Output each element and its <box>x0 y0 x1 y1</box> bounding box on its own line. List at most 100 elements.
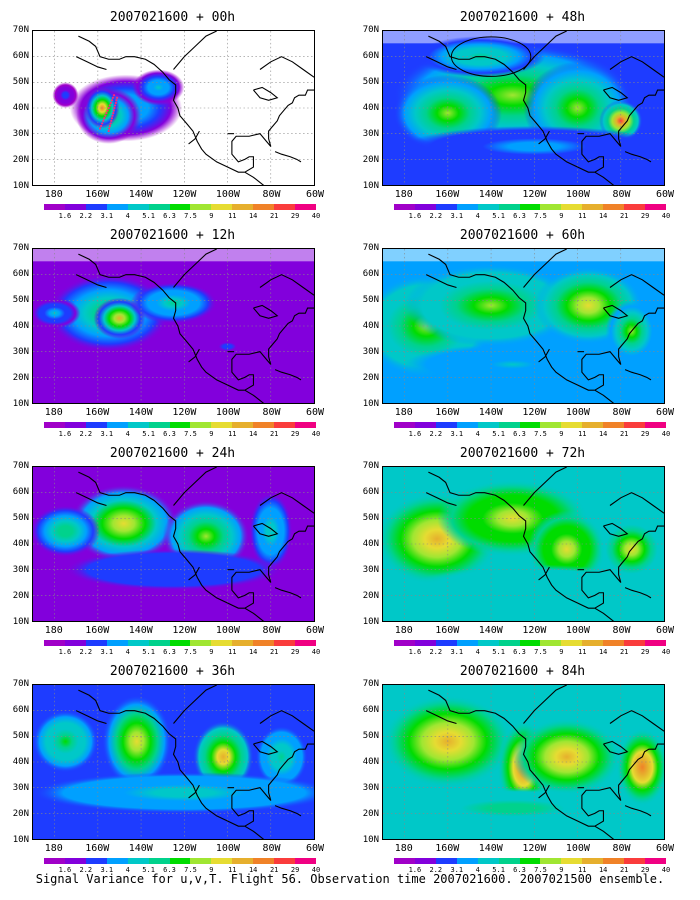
contour-region <box>130 282 217 324</box>
panel-title: 2007021600 + 24h <box>109 446 236 461</box>
colorbar-swatch <box>85 640 107 646</box>
lat-tick-label: 40N <box>12 103 29 113</box>
colorbar-swatch <box>232 858 254 864</box>
colorbar-swatch <box>561 422 583 428</box>
lat-tick-label: 70N <box>12 679 29 689</box>
colorbar-label: 2.2 <box>79 648 93 656</box>
lon-tick-label: 80W <box>612 625 631 636</box>
colorbar-label: 14 <box>248 648 258 656</box>
colorbar-label: 4 <box>125 430 130 438</box>
colorbar-swatch <box>44 858 65 864</box>
colorbar-label: 11 <box>578 648 587 656</box>
colorbar-swatch <box>44 640 65 646</box>
colorbar-label: 14 <box>248 866 258 874</box>
colorbar-swatch <box>44 422 65 428</box>
colorbar-swatch <box>44 204 65 210</box>
colorbar-label: 40 <box>661 430 671 438</box>
lat-tick-label: 10N <box>362 399 379 409</box>
colorbar-swatch <box>456 858 478 864</box>
colorbar-swatch <box>477 858 499 864</box>
lon-tick-label: 140W <box>478 189 503 200</box>
colorbar-label: 4 <box>125 648 130 656</box>
colorbar-swatch <box>148 858 170 864</box>
coastline <box>425 249 664 403</box>
colorbar-swatch <box>561 640 583 646</box>
colorbar-swatch <box>456 422 478 428</box>
colorbar-label: 1.6 <box>408 648 422 656</box>
lat-tick-label: 20N <box>362 591 379 601</box>
colorbar-swatch <box>519 422 541 428</box>
contour-region <box>33 772 314 814</box>
colorbar-label: 1.6 <box>58 866 72 874</box>
lat-tick-label: 50N <box>362 295 379 305</box>
colorbar-swatch <box>232 422 254 428</box>
contour-field <box>383 467 664 621</box>
colorbar-label: 7.5 <box>184 866 197 874</box>
colorbar-label: 11 <box>228 866 237 874</box>
colorbar-swatch <box>498 422 520 428</box>
colorbar-label: 2.2 <box>79 212 93 220</box>
lat-tick-label: 30N <box>362 129 379 139</box>
colorbar-swatch <box>274 204 296 210</box>
colorbar-swatch <box>169 204 191 210</box>
colorbar-label: 14 <box>598 866 608 874</box>
colorbar-label: 40 <box>311 430 321 438</box>
colorbar-swatch <box>582 204 604 210</box>
contour-region <box>404 343 621 386</box>
colorbar-label: 4 <box>125 866 130 874</box>
lon-tick-label: 160W <box>85 625 110 636</box>
lon-tick-label: 160W <box>85 189 110 200</box>
colorbar-label: 2.2 <box>79 430 93 438</box>
colorbar <box>44 422 316 428</box>
lat-tick-label: 40N <box>362 539 379 549</box>
colorbar-label: 21 <box>269 866 279 874</box>
colorbar-swatch <box>106 858 128 864</box>
colorbar-label: 11 <box>228 430 237 438</box>
colorbar-label: 2.2 <box>79 866 93 874</box>
lat-tick-label: 40N <box>362 757 379 767</box>
lat-tick-label: 60N <box>362 51 379 61</box>
lat-tick-label: 10N <box>12 835 29 845</box>
lon-tick-label: 140W <box>478 625 503 636</box>
lon-tick-label: 80W <box>612 189 631 200</box>
colorbar-label: 6.3 <box>163 648 176 656</box>
colorbar-label: 3.1 <box>450 430 464 438</box>
lon-tick-label: 160W <box>85 843 110 854</box>
lon-tick-label: 80W <box>262 843 281 854</box>
colorbar-swatch <box>540 858 562 864</box>
lat-tick-label: 20N <box>362 373 379 383</box>
colorbar-swatch <box>64 204 86 210</box>
lon-tick-label: 120W <box>172 189 197 200</box>
colorbar-swatch <box>603 204 625 210</box>
colorbar-swatch <box>295 204 316 210</box>
colorbar-label: 5.1 <box>492 648 505 656</box>
colorbar-label: 3.1 <box>100 648 114 656</box>
panel-title: 2007021600 + 12h <box>109 228 236 243</box>
colorbar-swatch <box>148 204 170 210</box>
colorbar-swatch <box>295 858 316 864</box>
colorbar-label: 11 <box>578 866 587 874</box>
colorbar <box>394 422 666 428</box>
lon-tick-label: 60W <box>305 625 325 636</box>
lat-tick-label: 20N <box>362 155 379 165</box>
panel-title: 2007021600 + 72h <box>459 446 586 461</box>
lat-tick-label: 30N <box>12 565 29 575</box>
colorbar <box>44 204 316 210</box>
lat-tick-label: 30N <box>12 783 29 793</box>
colorbar-swatch <box>127 640 149 646</box>
colorbar-label: 40 <box>311 866 321 874</box>
colorbar-swatch <box>603 422 625 428</box>
colorbar-label: 5.1 <box>492 212 505 220</box>
colorbar-label: 40 <box>661 648 671 656</box>
colorbar-swatch <box>540 640 562 646</box>
lat-tick-label: 60N <box>362 487 379 497</box>
lon-tick-label: 160W <box>435 625 460 636</box>
panel-title: 2007021600 + 60h <box>459 228 586 243</box>
lon-tick-label: 120W <box>522 407 547 418</box>
colorbar-label: 11 <box>228 648 237 656</box>
contour-region <box>33 297 81 329</box>
lat-tick-label: 10N <box>362 181 379 191</box>
lon-tick-label: 180 <box>394 189 413 200</box>
colorbar-swatch <box>645 640 666 646</box>
colorbar-swatch <box>106 204 128 210</box>
